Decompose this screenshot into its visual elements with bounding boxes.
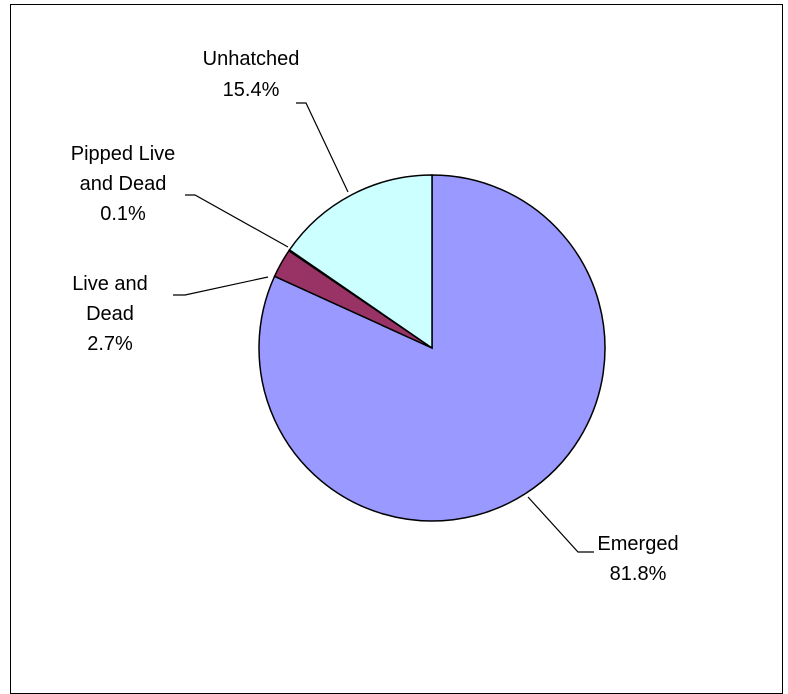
data-labels: Emerged 81.8% Live and Dead 2.7% Pipped Live a… xyxy=(71,48,679,585)
data-label-emerged: Emerged 81.8% xyxy=(597,533,678,585)
leader-line xyxy=(527,496,594,553)
data-label-live-and-dead: Live and Dead 2.7% xyxy=(72,273,148,355)
data-label-line: 2.7% xyxy=(87,333,133,355)
data-label-line: and Dead xyxy=(80,173,167,195)
data-label-line: 81.8% xyxy=(610,563,667,585)
leader-line xyxy=(173,276,269,296)
data-label-line: Emerged xyxy=(597,533,678,555)
leader-lines xyxy=(173,102,594,553)
pie-slices xyxy=(258,174,606,522)
data-label-line: Pipped Live xyxy=(71,143,176,165)
data-label-line: Dead xyxy=(86,303,134,325)
pie-chart: Emerged 81.8% Live and Dead 2.7% Pipped Live a… xyxy=(71,48,679,585)
pie-slice-unhatched xyxy=(288,174,433,350)
data-label-line: 15.4% xyxy=(223,79,280,101)
data-label-line: 0.1% xyxy=(100,203,146,225)
data-label-unhatched: Unhatched 15.4% xyxy=(203,48,300,101)
data-label-pipped-live-and-dead: Pipped Live and Dead 0.1% xyxy=(71,143,176,225)
leader-line xyxy=(296,102,349,193)
data-label-line: Live and xyxy=(72,273,148,295)
data-label-line: Unhatched xyxy=(203,48,300,70)
leader-line xyxy=(185,194,289,248)
